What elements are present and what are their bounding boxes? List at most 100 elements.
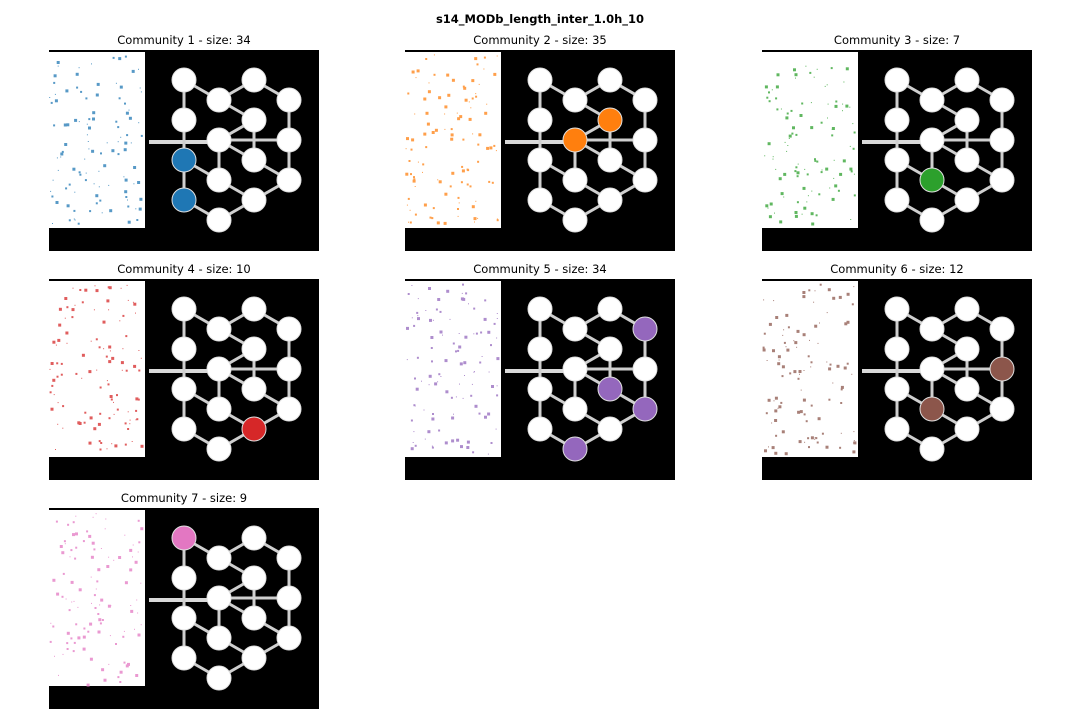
panel-title: Community 6 - size: 12 (830, 262, 964, 276)
network-node (527, 296, 553, 322)
network-node (884, 376, 910, 402)
network-image (49, 50, 319, 251)
network-nodes (171, 296, 302, 462)
network-node (632, 167, 658, 193)
network-node (884, 296, 910, 322)
network-node (562, 316, 588, 342)
network-node (171, 645, 197, 671)
network-node (206, 625, 232, 651)
network-node (954, 296, 980, 322)
network-node (206, 356, 232, 382)
network-node (989, 87, 1015, 113)
sample-region (49, 52, 145, 228)
network-node (171, 296, 197, 322)
network-node (884, 147, 910, 173)
network-node (527, 187, 553, 213)
network-node (206, 545, 232, 571)
network-node (989, 167, 1015, 193)
network-node (527, 376, 553, 402)
network-node (954, 376, 980, 402)
network-node (241, 336, 267, 362)
network-node (527, 336, 553, 362)
panel-title: Community 1 - size: 34 (117, 33, 251, 47)
sample-specks (405, 54, 499, 225)
figure-title: s14_MODb_length_inter_1.0h_10 (435, 12, 645, 26)
highlighted-node (919, 396, 945, 422)
network-image (405, 279, 675, 480)
network-node (171, 605, 197, 631)
network-node (562, 207, 588, 233)
sample-specks (764, 65, 856, 226)
network-node (884, 336, 910, 362)
network-node (989, 127, 1015, 153)
network-node (241, 525, 267, 551)
network-node (919, 207, 945, 233)
network-node (597, 67, 623, 93)
network-node (562, 396, 588, 422)
network-node (919, 316, 945, 342)
network-node (562, 87, 588, 113)
panel-title: Community 4 - size: 10 (117, 262, 251, 276)
network-node (527, 107, 553, 133)
network-node (597, 187, 623, 213)
network-node (954, 147, 980, 173)
network-node (632, 127, 658, 153)
sample-specks (49, 284, 144, 451)
network-node (206, 436, 232, 462)
network-node (276, 87, 302, 113)
sample-specks (406, 283, 500, 455)
highlighted-node (632, 396, 658, 422)
highlighted-node (989, 356, 1015, 382)
highlighted-node (597, 107, 623, 133)
sample-specks (49, 513, 144, 687)
network-node (276, 625, 302, 651)
network-node (241, 645, 267, 671)
sample-region (762, 52, 858, 228)
network-node (954, 107, 980, 133)
network-image (49, 508, 319, 709)
network-node (276, 316, 302, 342)
network-nodes (171, 67, 302, 233)
highlighted-node (919, 167, 945, 193)
network-nodes (884, 67, 1015, 233)
network-node (276, 167, 302, 193)
network-node (276, 396, 302, 422)
network-nodes (527, 67, 658, 233)
network-node (241, 605, 267, 631)
network-node (562, 167, 588, 193)
network-node (989, 316, 1015, 342)
network-node (527, 416, 553, 442)
network-node (884, 416, 910, 442)
network-node (276, 127, 302, 153)
network-node (171, 67, 197, 93)
network-node (206, 127, 232, 153)
network-nodes (884, 296, 1015, 462)
network-node (241, 376, 267, 402)
network-node (884, 187, 910, 213)
network-node (276, 356, 302, 382)
network-node (206, 87, 232, 113)
network-node (241, 107, 267, 133)
network-image (405, 50, 675, 251)
highlighted-node (632, 316, 658, 342)
network-node (206, 316, 232, 342)
network-image (762, 50, 1032, 251)
sample-specks (762, 283, 857, 456)
highlighted-node (562, 127, 588, 153)
network-node (206, 665, 232, 691)
sample-region (762, 281, 858, 457)
network-node (171, 107, 197, 133)
panel-title: Community 5 - size: 34 (473, 262, 607, 276)
network-node (527, 67, 553, 93)
network-node (954, 67, 980, 93)
network-node (954, 336, 980, 362)
highlighted-node (171, 147, 197, 173)
network-node (206, 167, 232, 193)
network-node (919, 356, 945, 382)
network-node (919, 127, 945, 153)
network-node (597, 336, 623, 362)
network-node (919, 436, 945, 462)
network-node (241, 147, 267, 173)
network-node (884, 67, 910, 93)
highlighted-node (562, 436, 588, 462)
